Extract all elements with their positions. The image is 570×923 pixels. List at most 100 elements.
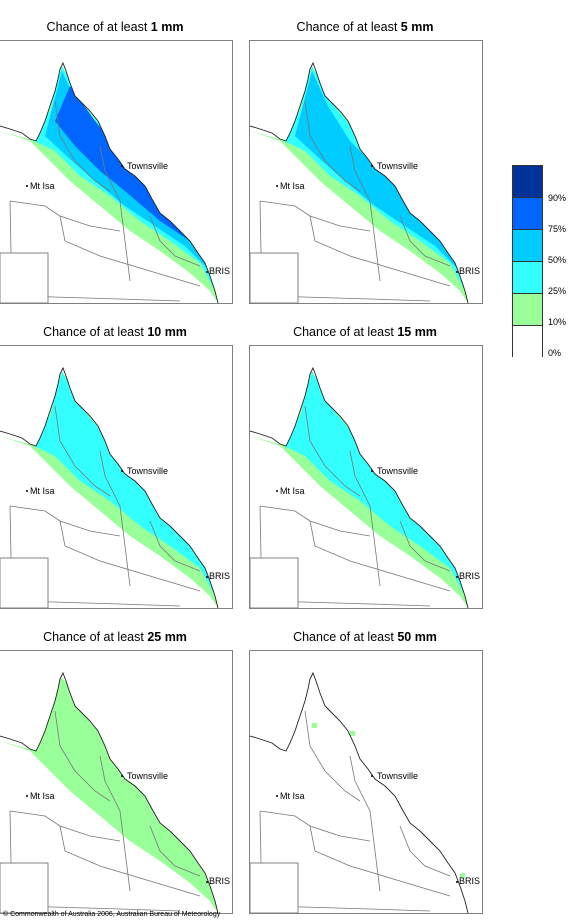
probability-band-1: [30, 371, 225, 596]
panel-title-10mm: Chance of at least 10 mm: [43, 325, 187, 339]
city-label-brisbane: BRIS: [459, 571, 480, 581]
legend-label-25: 25%: [548, 286, 567, 296]
city-marker: [121, 775, 123, 777]
city-marker: [206, 881, 208, 883]
state-border: [19, 295, 181, 302]
city-label-mt-isa: Mt Isa: [30, 181, 55, 191]
coastline: [0, 671, 219, 913]
state-border: [349, 145, 381, 282]
state-border: [59, 520, 201, 592]
city-marker: [276, 185, 278, 187]
map-graphic: Townsville Mt Isa BRIS: [250, 671, 482, 913]
city-label-townsville: Townsville: [377, 466, 418, 476]
panel-title-15mm: Chance of at least 15 mm: [293, 325, 437, 339]
legend-swatch-50: [512, 229, 543, 261]
inset-box: [250, 252, 299, 303]
state-border: [59, 215, 201, 287]
state-border: [269, 905, 431, 912]
city-marker: [276, 490, 278, 492]
probability-band-1: [280, 371, 475, 596]
map-25mm: Townsville Mt Isa BRIS: [0, 650, 233, 914]
map-1mm: Townsville Mt Isa BRIS: [0, 40, 233, 304]
state-border: [399, 520, 451, 572]
city-label-mt-isa: Mt Isa: [30, 486, 55, 496]
state-border: [309, 825, 451, 897]
state-border: [54, 100, 111, 192]
inset-box: [250, 557, 299, 608]
copyright-notice: © Commonwealth of Australia 2006, Austra…: [3, 911, 221, 918]
state-border: [99, 145, 131, 282]
coastline: [250, 671, 469, 913]
state-border: [149, 520, 201, 572]
legend-swatch-0: [512, 325, 543, 357]
probability-spot: [460, 873, 465, 878]
inset-box: [250, 862, 299, 913]
map-graphic: Townsville Mt Isa BRIS: [0, 366, 232, 608]
panel-title-5mm: Chance of at least 5 mm: [296, 20, 434, 34]
legend-swatch-25: [512, 261, 543, 293]
state-border: [99, 755, 131, 892]
state-border: [349, 450, 381, 587]
state-border: [349, 755, 381, 892]
state-border: [399, 825, 451, 877]
state-border: [19, 905, 181, 912]
legend-label-75: 75%: [548, 224, 567, 234]
map-graphic: Townsville Mt Isa BRIS: [250, 61, 482, 303]
inset-box: [0, 557, 49, 608]
map-graphic: Townsville Mt Isa BRIS: [0, 671, 232, 913]
city-marker: [456, 881, 458, 883]
city-marker: [206, 576, 208, 578]
map-graphic: Townsville Mt Isa BRIS: [0, 61, 232, 303]
probability-spot: [312, 723, 317, 728]
state-border: [304, 710, 361, 802]
state-border: [269, 295, 431, 302]
panel-title-50mm: Chance of at least 50 mm: [293, 630, 437, 644]
city-marker: [456, 576, 458, 578]
state-border: [269, 600, 431, 607]
state-border: [99, 450, 131, 587]
city-label-brisbane: BRIS: [459, 266, 480, 276]
city-marker: [371, 470, 373, 472]
probability-band-0: [0, 676, 232, 913]
probability-band-2: [295, 71, 468, 281]
city-label-brisbane: BRIS: [209, 571, 230, 581]
city-label-townsville: Townsville: [127, 466, 168, 476]
city-marker: [206, 271, 208, 273]
city-label-townsville: Townsville: [127, 771, 168, 781]
city-marker: [121, 470, 123, 472]
state-border: [149, 825, 201, 877]
panel-title-1mm: Chance of at least 1 mm: [46, 20, 184, 34]
state-border: [309, 520, 451, 592]
city-marker: [26, 795, 28, 797]
map-10mm: Townsville Mt Isa BRIS: [0, 345, 233, 609]
legend-label-10: 10%: [548, 317, 567, 327]
legend-label-90: 90%: [548, 193, 567, 203]
state-border: [54, 710, 111, 802]
inset-box: [0, 252, 49, 303]
legend: 90% 75% 50% 25% 10% 0%: [512, 165, 566, 358]
legend-swatch-10: [512, 293, 543, 325]
legend-label-50: 50%: [548, 255, 567, 265]
city-label-townsville: Townsville: [127, 161, 168, 171]
state-border: [399, 215, 451, 267]
probability-spot: [350, 731, 355, 736]
map-50mm: Townsville Mt Isa BRIS: [249, 650, 483, 914]
city-marker: [26, 185, 28, 187]
city-marker: [121, 165, 123, 167]
legend-swatch-90: [512, 165, 543, 197]
coastline: [250, 366, 469, 608]
city-marker: [276, 795, 278, 797]
state-border: [309, 215, 451, 287]
city-label-mt-isa: Mt Isa: [280, 791, 305, 801]
city-label-townsville: Townsville: [377, 161, 418, 171]
city-marker: [26, 490, 28, 492]
city-label-brisbane: BRIS: [209, 266, 230, 276]
coastline: [0, 366, 219, 608]
inset-box: [0, 862, 49, 913]
city-label-brisbane: BRIS: [209, 876, 230, 886]
state-border: [304, 405, 361, 497]
coastline: [0, 61, 219, 303]
city-label-mt-isa: Mt Isa: [30, 791, 55, 801]
city-marker: [371, 165, 373, 167]
map-15mm: Townsville Mt Isa BRIS: [249, 345, 483, 609]
